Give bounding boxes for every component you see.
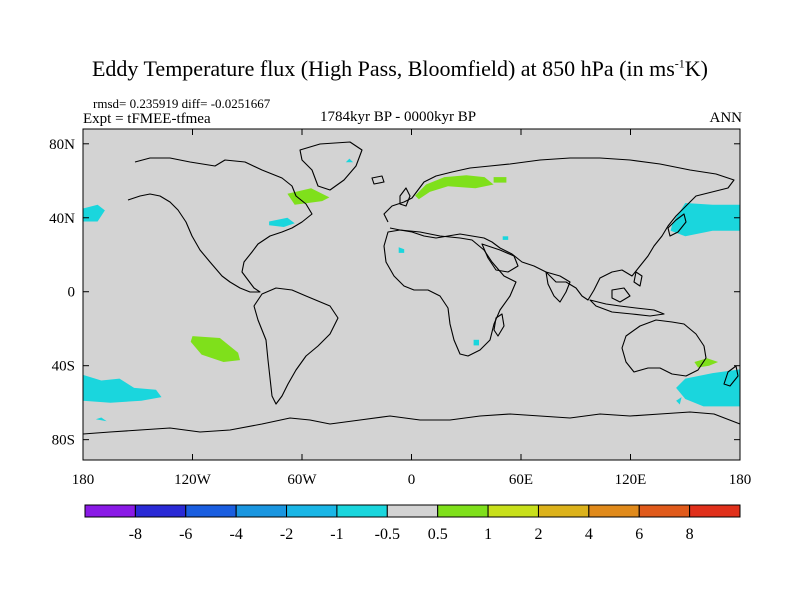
region-atlantic-small-negative — [398, 247, 405, 253]
region-tasman-positive — [694, 358, 719, 368]
madagascar-coast — [493, 313, 505, 337]
indonesia-coast — [589, 299, 665, 317]
colorbar-swatch — [537, 504, 590, 518]
longitude-axis: 180 120W 60W 0 60E 120E 180 — [72, 129, 752, 488]
eurasia-coast — [383, 157, 735, 301]
greenland-coast — [299, 141, 363, 191]
colorbar-swatch — [336, 504, 388, 518]
anomaly-regions — [83, 158, 740, 422]
region-north-atlantic-positive — [287, 188, 330, 205]
colorbar-label: 1 — [484, 526, 492, 543]
region-indian-south-negative — [676, 369, 740, 407]
colorbar-label: -8 — [129, 526, 142, 543]
colorbar-swatch — [235, 504, 288, 518]
borneo-coast — [611, 287, 631, 303]
south-america-coast — [253, 287, 339, 405]
philippines-coast — [633, 271, 643, 287]
colorbar-swatch — [638, 504, 691, 518]
experiment-label: Expt = tFMEE-tfmea — [83, 111, 211, 127]
region-south-pacific-far-negative — [95, 417, 107, 422]
colorbar-label: 4 — [585, 526, 593, 543]
colorbar-swatch — [689, 504, 741, 518]
latitude-axis: 80N 40N 0 40S 80S — [49, 137, 740, 449]
region-south-pacific-positive — [190, 336, 240, 362]
uk-coast — [399, 187, 411, 207]
region-barents-positive — [493, 177, 507, 183]
colorbar-label: -0.5 — [375, 526, 400, 543]
japan-coast — [667, 213, 687, 237]
north-america-coast — [127, 157, 313, 293]
lon-tick-label: 60E — [509, 472, 533, 488]
region-kara-negative — [345, 158, 354, 163]
colorbar: -8 -6 -4 -2 -1 -0.5 0.5 1 2 4 6 8 — [84, 504, 741, 543]
season-label: ANN — [709, 110, 743, 126]
colorbar-swatch — [386, 504, 439, 518]
new-zealand-coast — [723, 365, 739, 387]
lat-tick-label: 80S — [52, 433, 75, 449]
title-tail: K) — [684, 56, 708, 81]
colorbar-swatch — [286, 504, 338, 518]
colorbar-swatch — [134, 504, 187, 518]
lat-tick-label: 0 — [68, 285, 76, 301]
lon-tick-label: 120W — [174, 472, 212, 488]
rmsd-label: rmsd= 0.235919 diff= -0.0251667 — [93, 96, 271, 111]
plot-title: Eddy Temperature flux (High Pass, Bloomf… — [0, 56, 800, 82]
colorbar-label: 0.5 — [428, 526, 448, 543]
lon-tick-label: 0 — [408, 472, 416, 488]
arabia-coast — [481, 243, 519, 273]
colorbar-label: -6 — [179, 526, 192, 543]
period-label: 1784kyr BP - 0000kyr BP — [320, 109, 477, 125]
colorbar-label: -4 — [229, 526, 242, 543]
title-superscript: -1 — [674, 56, 685, 71]
colorbar-swatch — [588, 504, 640, 518]
coastlines — [82, 141, 741, 435]
colorbar-swatch — [437, 504, 489, 518]
colorbar-label: -1 — [330, 526, 343, 543]
lon-tick-label: 120E — [615, 472, 647, 488]
colorbar-label: 6 — [635, 526, 643, 543]
iceland-coast — [371, 175, 385, 185]
region-arabia-negative — [502, 236, 509, 240]
antarctica-coast — [82, 411, 741, 435]
colorbar-label: -2 — [280, 526, 293, 543]
map-background — [83, 129, 740, 460]
colorbar-label: 2 — [534, 526, 542, 543]
region-north-pacific-east-negative — [670, 203, 740, 237]
lat-tick-label: 40S — [52, 359, 75, 375]
colorbar-label: 8 — [686, 526, 694, 543]
region-indian-mid-negative — [676, 397, 682, 405]
colorbar-swatch — [185, 504, 237, 518]
africa-coast — [383, 229, 517, 357]
region-scandinavia-positive — [415, 175, 494, 200]
lon-tick-label: 60W — [287, 472, 317, 488]
title-text: Eddy Temperature flux (High Pass, Bloomf… — [91, 56, 675, 81]
lat-tick-label: 80N — [49, 137, 75, 153]
lat-tick-label: 40N — [49, 211, 75, 227]
colorbar-swatch — [84, 504, 136, 518]
colorbar-swatch — [487, 504, 539, 518]
lon-tick-label: 180 — [729, 472, 752, 488]
australia-coast — [621, 319, 707, 377]
india-coast — [545, 271, 571, 303]
region-south-pacific-west-negative — [83, 374, 162, 403]
lon-tick-label: 180 — [72, 472, 95, 488]
region-mid-atlantic-negative — [269, 217, 295, 227]
region-africa-south-negative — [473, 339, 479, 346]
